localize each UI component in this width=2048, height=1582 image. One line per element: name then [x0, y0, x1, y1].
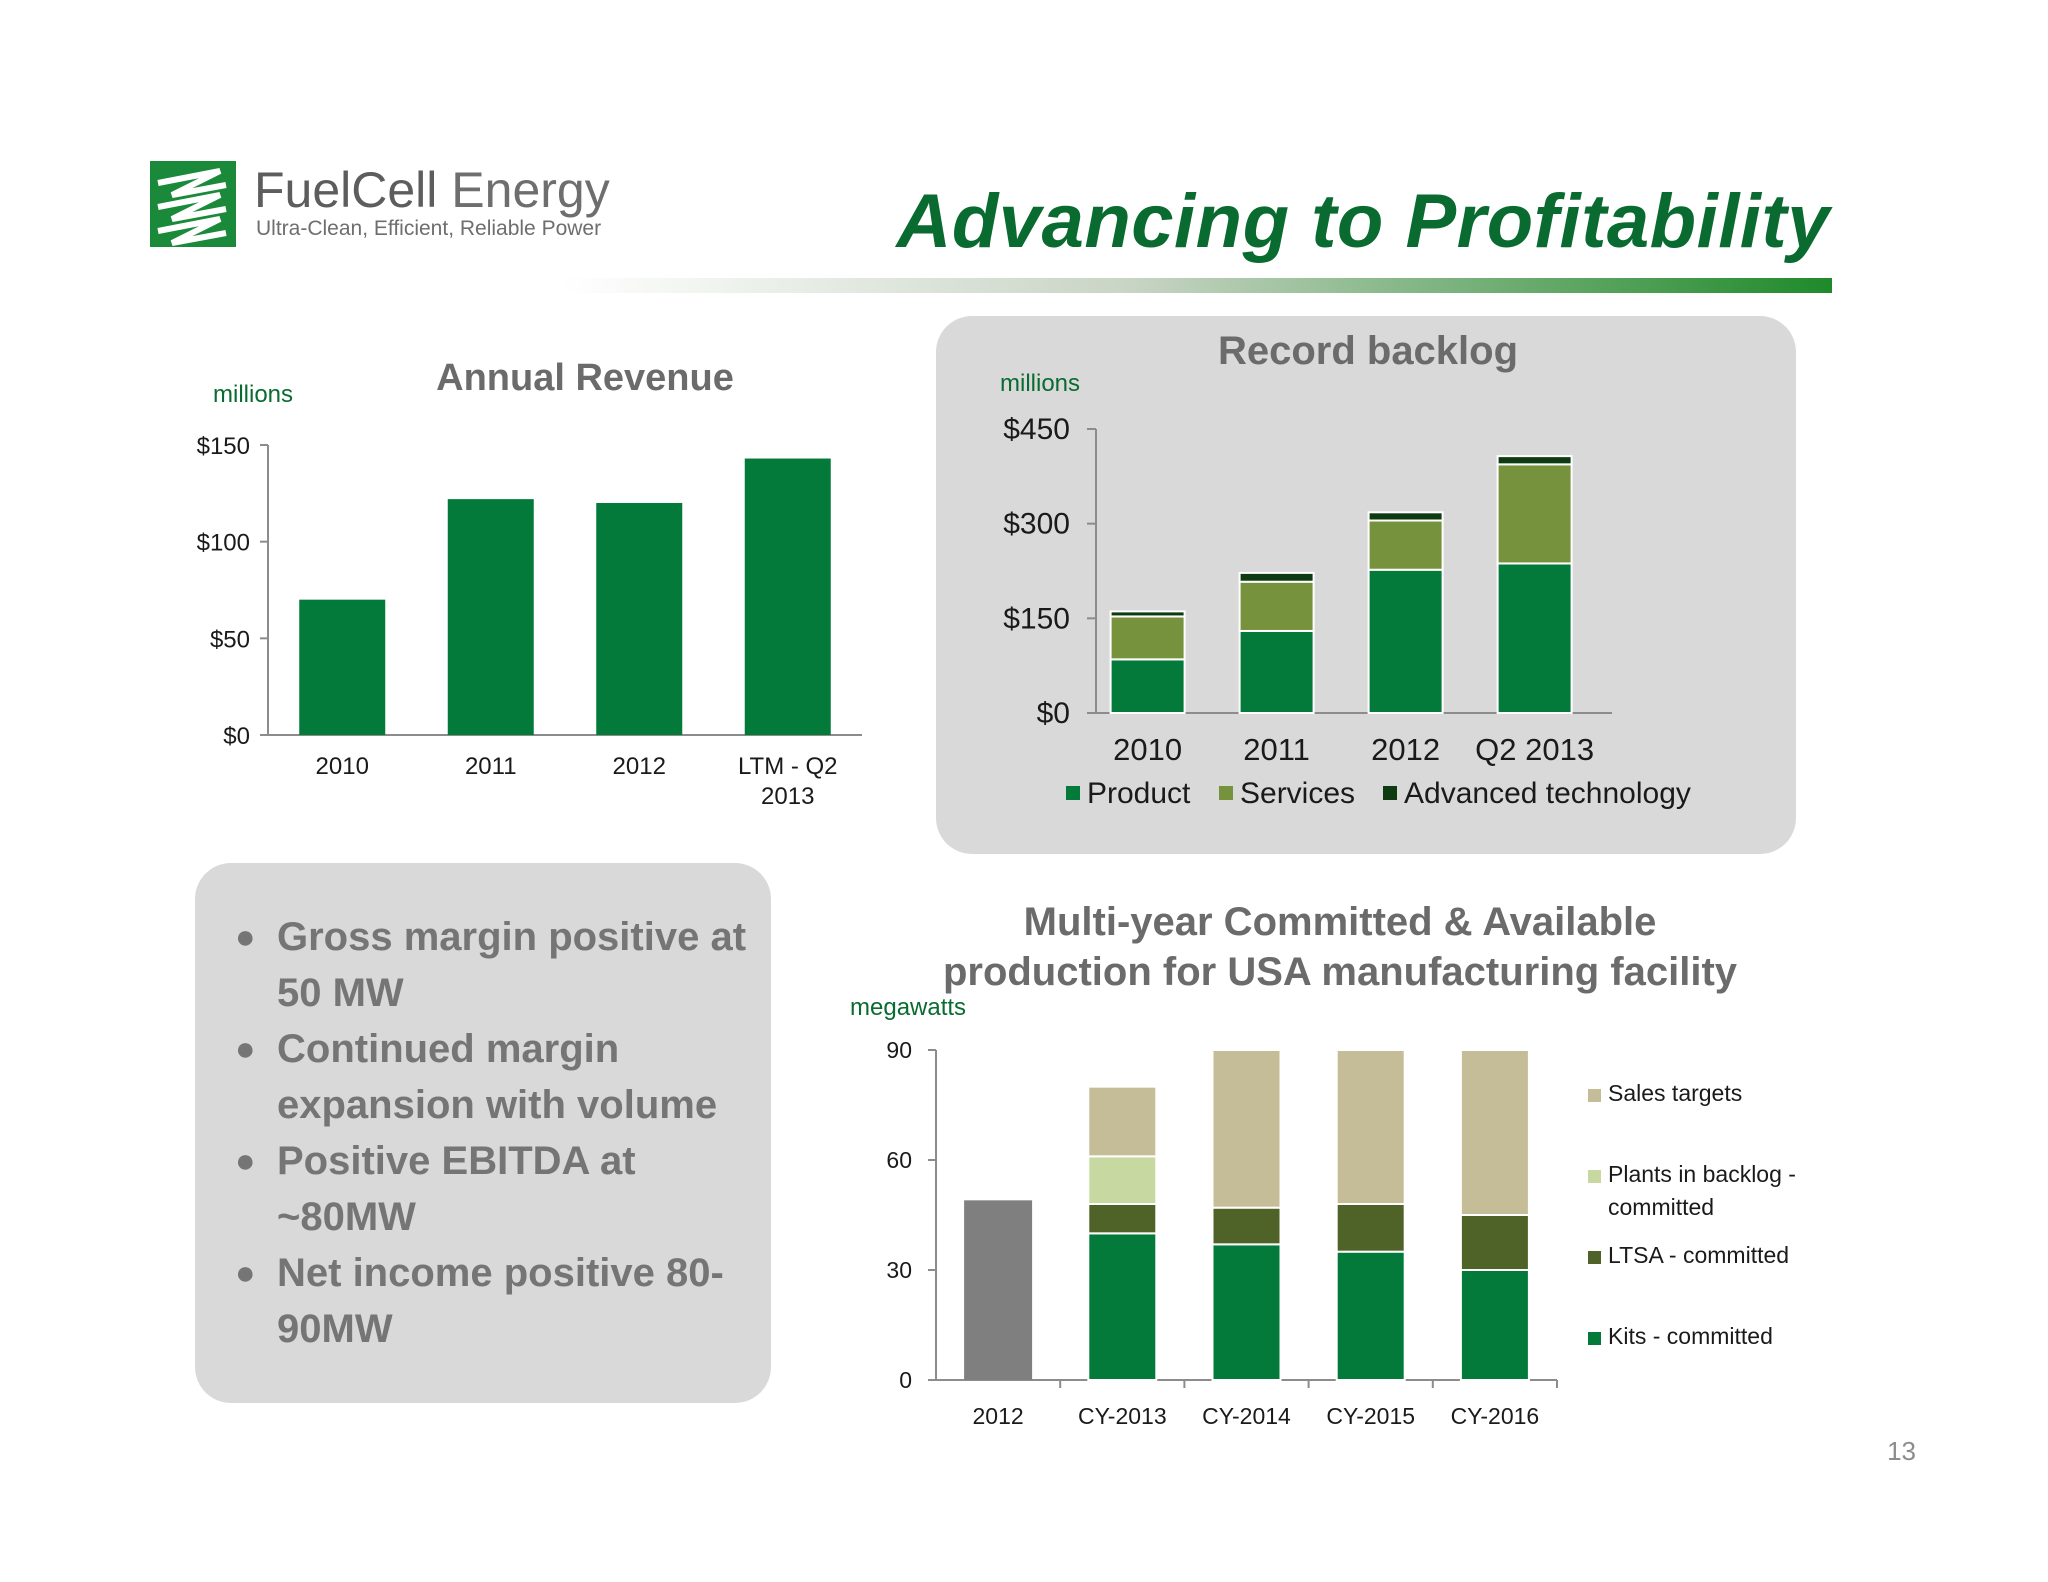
x-tick-label: CY-2013 [1078, 1403, 1167, 1429]
x-tick-label: 2012 [1371, 732, 1440, 767]
backlog-bar-services [1496, 463, 1573, 565]
unit-label: millions [1000, 370, 1080, 397]
chart-title: Annual Revenue [436, 357, 734, 399]
x-tick-label: LTM - Q2 [738, 753, 838, 780]
y-tick-label: $0 [1037, 697, 1070, 730]
production-bar-kits-committed [1211, 1243, 1282, 1382]
y-tick-label: 30 [886, 1257, 912, 1283]
bullet-icon: ● [235, 1030, 256, 1068]
list-item: ● Continued margin expansion with volume [235, 1021, 755, 1133]
production-bar-kits-committed [1087, 1232, 1158, 1382]
legend-swatch [1066, 786, 1080, 800]
backlog-bar-advanced-technology [1109, 610, 1186, 618]
chart-title: Record backlog [1218, 329, 1518, 373]
list-item: ● Positive EBITDA at ~80MW [235, 1133, 755, 1245]
record-backlog-panel [936, 316, 1796, 854]
backlog-bar-product [1496, 562, 1573, 715]
revenue-bar [744, 458, 831, 735]
key-points-list: ● Gross margin positive at 50 MW ● Continu… [235, 909, 755, 1357]
legend-swatch [1588, 1332, 1601, 1345]
y-tick-label: $50 [210, 626, 250, 653]
bullet-icon: ● [235, 1142, 256, 1180]
production-bar-kits-committed [1459, 1269, 1530, 1381]
x-tick-label: Q2 2013 [1475, 732, 1594, 767]
production-bar-2012 [964, 1200, 1033, 1380]
legend-label: Plants in backlog - [1608, 1161, 1796, 1187]
unit-label: megawatts [850, 994, 966, 1021]
fuelcell-logo-icon [150, 161, 236, 247]
x-tick-label: 2010 [316, 753, 369, 780]
x-tick-label: CY-2014 [1202, 1403, 1291, 1429]
y-tick-label: $100 [197, 530, 250, 557]
production-bar-sales-targets [1087, 1085, 1158, 1158]
x-tick-label: 2013 [761, 783, 814, 810]
legend-label: LTSA - committed [1608, 1242, 1789, 1268]
x-tick-label: 2010 [1113, 732, 1182, 767]
title-rule [560, 278, 1832, 293]
revenue-bar [447, 499, 534, 735]
unit-label: millions [213, 381, 293, 408]
backlog-bar-services [1238, 580, 1315, 632]
revenue-bar [596, 503, 683, 735]
production-bar-ltsa-committed [1087, 1203, 1158, 1235]
production-bar-ltsa-committed [1335, 1203, 1406, 1253]
legend-label: Kits - committed [1608, 1323, 1773, 1349]
legend-swatch [1383, 786, 1397, 800]
y-tick-label: 0 [899, 1367, 912, 1393]
legend-label: Advanced technology [1404, 777, 1691, 810]
production-bar-sales-targets [1459, 1049, 1530, 1216]
legend-label: Product [1087, 777, 1191, 810]
revenue-bar [299, 599, 386, 735]
y-tick-label: $150 [197, 433, 250, 460]
page-number: 13 [1887, 1436, 1916, 1466]
production-bar-kits-committed [1335, 1250, 1406, 1381]
y-tick-label: 90 [886, 1037, 912, 1063]
x-tick-label: 2012 [613, 753, 666, 780]
x-tick-label: 2012 [973, 1403, 1024, 1429]
backlog-bar-advanced-technology [1496, 455, 1573, 466]
logo-wordmark: FuelCell Energy [254, 162, 610, 218]
y-tick-label: $300 [1003, 508, 1070, 541]
bullet-icon: ● [235, 1254, 256, 1292]
production-bar-ltsa-committed [1211, 1206, 1282, 1246]
legend-swatch [1219, 786, 1233, 800]
production-bar-sales-targets [1335, 1049, 1406, 1205]
backlog-bar-services [1109, 615, 1186, 661]
key-points-panel: ● Gross margin positive at 50 MW ● Continu… [195, 863, 771, 1403]
y-tick-label: 60 [886, 1147, 912, 1173]
legend-label: Services [1240, 777, 1355, 810]
list-item: ● Net income positive 80-90MW [235, 1245, 755, 1357]
legend-label: Sales targets [1608, 1080, 1742, 1106]
chart-title: Multi-year Committed & Available [1024, 900, 1657, 944]
backlog-bar-services [1367, 519, 1444, 571]
legend-swatch [1588, 1170, 1601, 1183]
production-bar-ltsa-committed [1459, 1214, 1530, 1271]
legend-swatch [1588, 1089, 1601, 1102]
x-tick-label: CY-2016 [1451, 1403, 1540, 1429]
backlog-bar-product [1109, 658, 1186, 714]
y-tick-label: $0 [223, 723, 250, 750]
legend-label: committed [1608, 1194, 1714, 1220]
chart-title: production for USA manufacturing facilit… [943, 950, 1738, 994]
backlog-bar-product [1238, 629, 1315, 715]
x-tick-label: CY-2015 [1326, 1403, 1415, 1429]
page-title: Advancing to Profitability [896, 179, 1830, 264]
production-bar-plants-in-backlog-committed [1087, 1155, 1158, 1206]
backlog-bar-advanced-technology [1238, 571, 1315, 583]
x-tick-label: 2011 [465, 753, 517, 780]
production-bar-sales-targets [1211, 1049, 1282, 1209]
bullet-icon: ● [235, 918, 256, 956]
y-tick-label: $450 [1003, 413, 1070, 446]
backlog-bar-product [1367, 568, 1444, 715]
y-tick-label: $150 [1003, 602, 1070, 635]
legend-swatch [1588, 1251, 1601, 1264]
company-logo: FuelCell Energy Ultra-Clean, Efficient, … [150, 155, 630, 255]
x-tick-label: 2011 [1243, 732, 1310, 767]
list-item: ● Gross margin positive at 50 MW [235, 909, 755, 1021]
logo-tagline: Ultra-Clean, Efficient, Reliable Power [256, 217, 602, 240]
backlog-bar-advanced-technology [1367, 511, 1444, 522]
